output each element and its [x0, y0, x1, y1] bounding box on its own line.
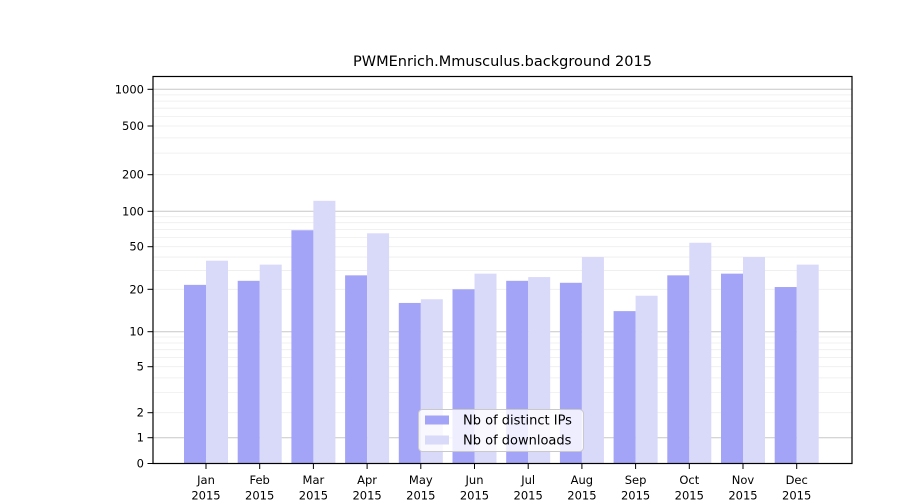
- x-axis-month-label: Dec: [786, 473, 808, 487]
- x-axis-year-label: 2015: [352, 489, 381, 500]
- y-axis-tick-label: 500: [122, 119, 144, 133]
- bar-distinct-ips-nov: [721, 273, 743, 464]
- axis-ticks-and-labels: 0 1 2 5 10 20 50 100 200 500 1000 Jan 2015 Feb 2015 Mar…: [115, 82, 812, 500]
- x-axis-year-label: 2015: [191, 489, 220, 500]
- bar-distinct-ips-oct: [667, 275, 690, 464]
- y-axis-tick-label: 50: [129, 240, 144, 254]
- bar-distinct-ips-feb: [237, 280, 260, 464]
- download-stats-chart: 0 1 2 5 10 20 50 100 200 500 1000 Jan 2015 Feb 2015 Mar…: [40, 16, 900, 500]
- legend-box: [418, 409, 584, 452]
- bar-downloads-mar: [313, 200, 336, 464]
- legend-label-downloads: Nb of downloads: [463, 434, 572, 449]
- bar-downloads-jan: [206, 260, 228, 464]
- legend: Nb of distinct IPs Nb of downloads: [418, 409, 584, 452]
- bar-downloads-dec: [796, 264, 819, 464]
- y-axis-tick-label: 100: [122, 204, 144, 218]
- bar-distinct-ips-apr: [345, 275, 368, 464]
- bar-downloads-feb: [259, 264, 282, 464]
- x-axis-month-label: Oct: [679, 473, 699, 487]
- bars: [184, 200, 819, 464]
- x-axis-year-label: 2015: [728, 489, 757, 500]
- x-axis-month-label: May: [409, 473, 433, 487]
- legend-label-distinct-ips: Nb of distinct IPs: [463, 414, 572, 429]
- x-axis-year-label: 2015: [675, 489, 704, 500]
- x-axis-month-label: Mar: [303, 473, 325, 487]
- x-axis-month-label: Sep: [625, 473, 647, 487]
- y-axis-tick-label: 2: [137, 406, 144, 420]
- y-axis-tick-label: 1: [137, 431, 144, 445]
- x-axis-month-label: Aug: [571, 473, 593, 487]
- y-axis-tick-label: 200: [122, 168, 144, 182]
- x-axis-month-label: Jun: [465, 473, 484, 487]
- x-axis-month-label: Apr: [357, 473, 377, 487]
- bar-distinct-ips-mar: [291, 230, 314, 464]
- bar-distinct-ips-jan: [184, 284, 206, 464]
- y-axis-tick-label: 10: [129, 325, 144, 339]
- bar-downloads-apr: [367, 233, 390, 464]
- x-axis-year-label: 2015: [567, 489, 596, 500]
- x-axis-year-label: 2015: [245, 489, 274, 500]
- x-axis-year-label: 2015: [299, 489, 328, 500]
- y-axis-tick-label: 0: [137, 457, 144, 471]
- y-axis-tick-label: 5: [137, 360, 144, 374]
- x-axis-year-label: 2015: [782, 489, 811, 500]
- bar-downloads-nov: [743, 257, 765, 464]
- bar-downloads-sep: [635, 295, 658, 464]
- x-axis-month-label: Nov: [732, 473, 755, 487]
- bar-distinct-ips-dec: [774, 287, 797, 464]
- x-axis-month-label: Jan: [196, 473, 215, 487]
- x-axis-year-label: 2015: [406, 489, 435, 500]
- x-axis-month-label: Jul: [520, 473, 535, 487]
- x-axis-year-label: 2015: [621, 489, 650, 500]
- legend-swatch-downloads: [425, 435, 449, 445]
- plot-frame: [152, 75, 853, 465]
- chart-title: PWMEnrich.Mmusculus.background 2015: [353, 54, 652, 70]
- x-axis-month-label: Feb: [250, 473, 270, 487]
- chart-canvas: 0 1 2 5 10 20 50 100 200 500 1000 Jan 2015 Feb 2015 Mar…: [115, 54, 853, 500]
- y-axis-tick-label: 20: [129, 282, 144, 296]
- bar-distinct-ips-may: [398, 302, 421, 464]
- bar-downloads-oct: [689, 242, 712, 464]
- bar-distinct-ips-sep: [613, 311, 636, 464]
- bar-downloads-aug: [581, 257, 604, 464]
- x-axis-year-label: 2015: [460, 489, 489, 500]
- x-axis-year-label: 2015: [514, 489, 543, 500]
- legend-swatch-distinct-ips: [425, 415, 449, 425]
- y-axis-tick-label: 1000: [115, 82, 144, 96]
